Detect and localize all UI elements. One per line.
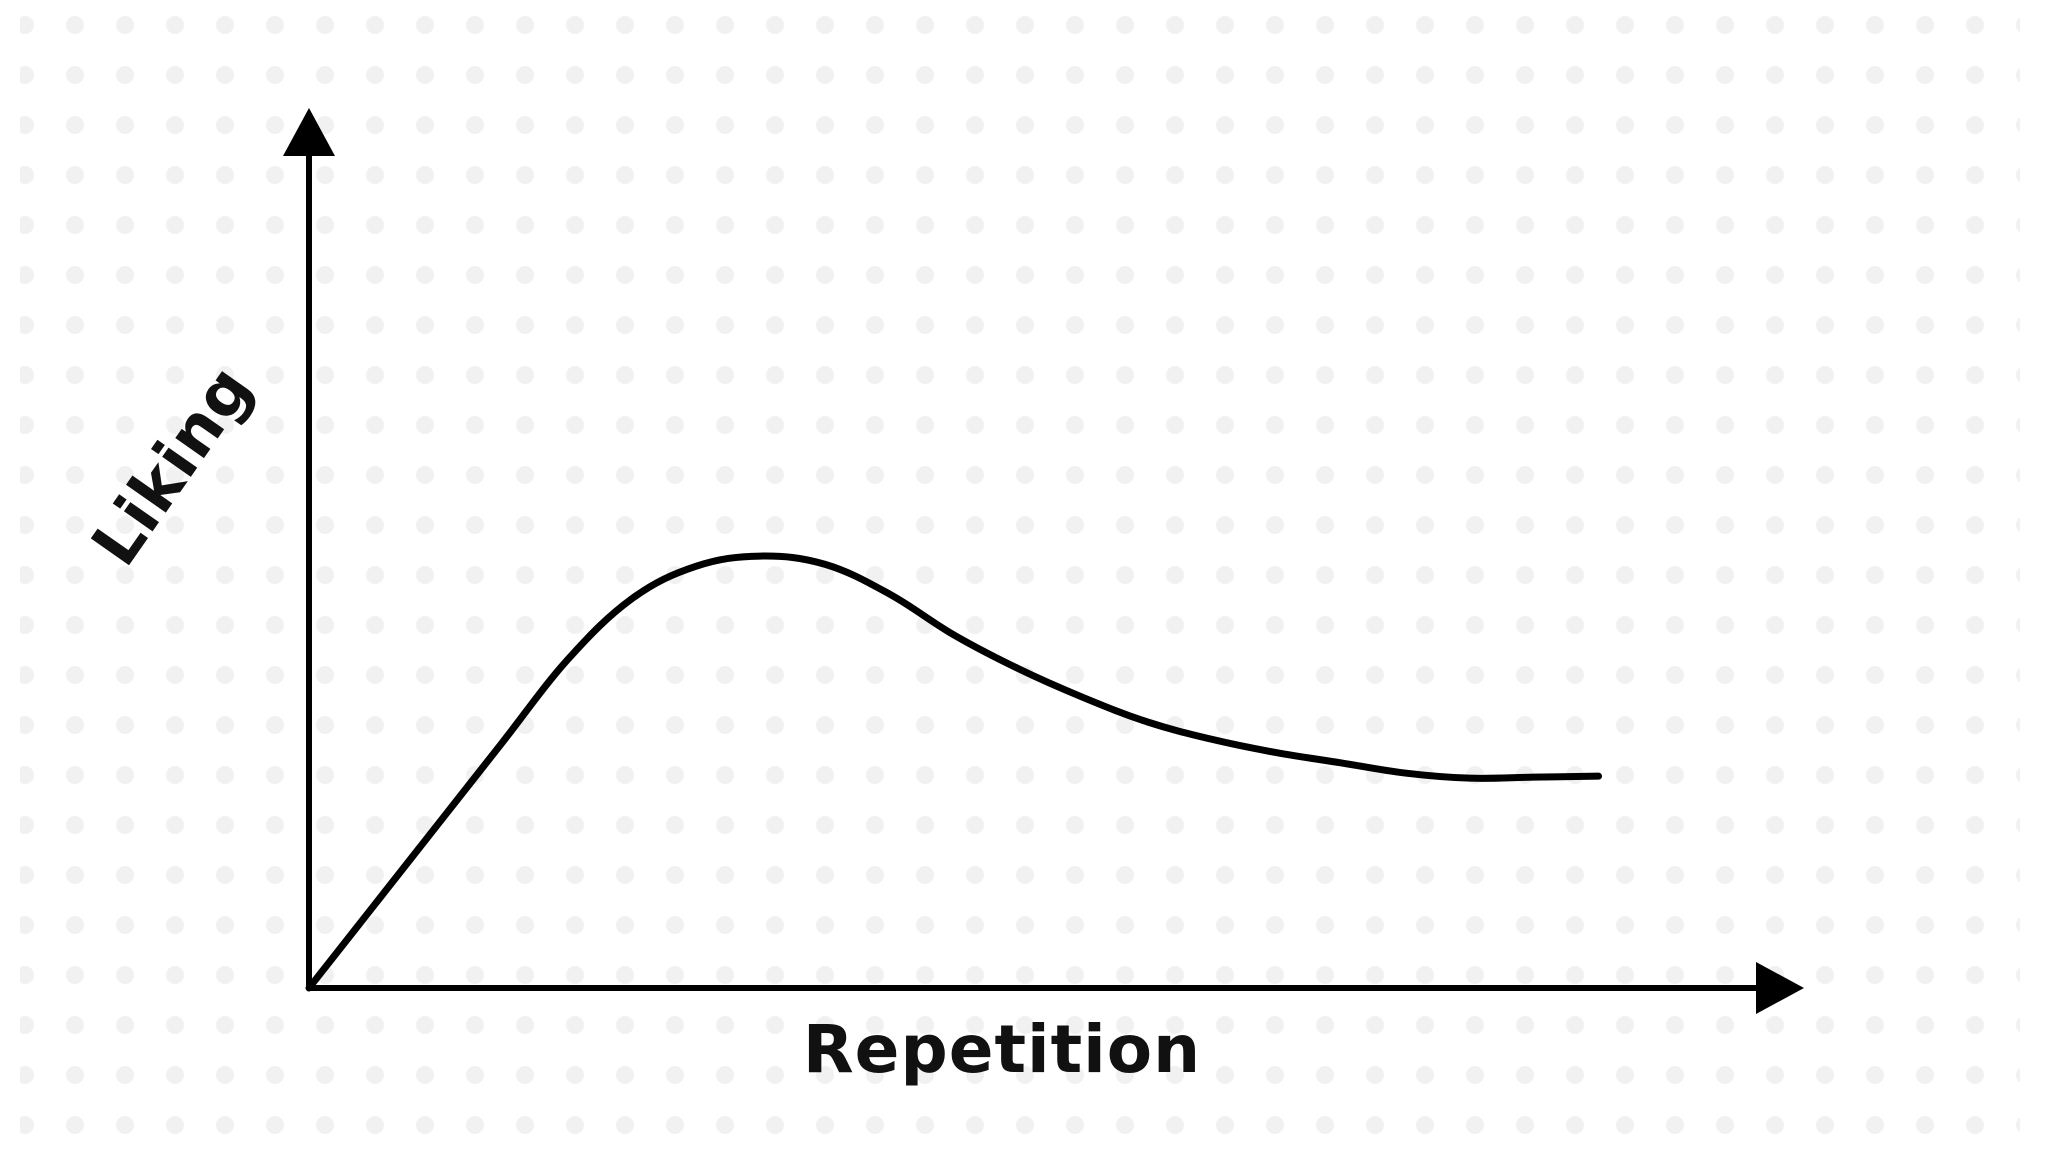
x-axis-arrowhead bbox=[1756, 962, 1804, 1014]
background-pattern bbox=[20, 0, 2020, 1152]
x-axis-label: Repetition bbox=[803, 1011, 1201, 1088]
axes bbox=[283, 108, 1804, 1014]
series-line-1 bbox=[305, 552, 1603, 992]
y-axis-arrowhead bbox=[283, 108, 335, 156]
series-group bbox=[305, 552, 1603, 992]
